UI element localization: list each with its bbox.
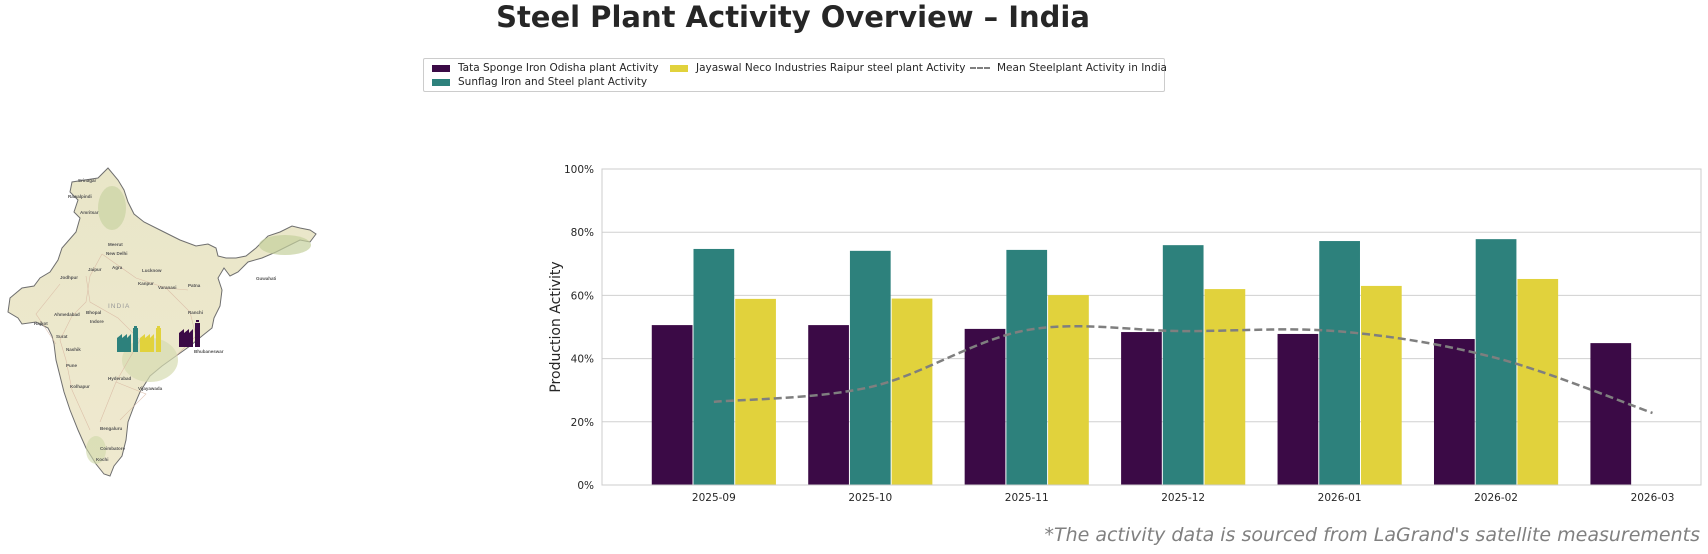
- bar-tata-2026-02: [1433, 339, 1475, 485]
- legend-label-sunflag: Sunflag Iron and Steel plant Activity: [458, 76, 648, 88]
- svg-text:Patna: Patna: [188, 283, 201, 288]
- factory-icon-sunflag: [117, 326, 138, 352]
- bar-tata-2025-09: [651, 325, 693, 485]
- svg-text:New Delhi: New Delhi: [106, 251, 128, 256]
- country-label: INDIA: [108, 303, 130, 310]
- svg-text:Bhubaneswar: Bhubaneswar: [194, 349, 224, 354]
- terrain-shade: [98, 186, 126, 230]
- chart-title: Steel Plant Activity Overview – India: [496, 0, 1090, 34]
- svg-text:Meerut: Meerut: [108, 242, 123, 247]
- city-labels: Srinagar Rawalpindi Amritsar Meerut New …: [34, 178, 276, 462]
- legend: Tata Sponge Iron Odisha plant Activity S…: [423, 58, 1167, 92]
- svg-text:Jodhpur: Jodhpur: [60, 275, 78, 280]
- legend-label-jayaswal: Jayaswal Neco Industries Raipur steel pl…: [696, 62, 966, 74]
- svg-text:Coimbatore: Coimbatore: [100, 446, 126, 451]
- y-tick-label: 20%: [571, 417, 594, 429]
- svg-text:Bengaluru: Bengaluru: [100, 426, 123, 431]
- y-tick-label: 60%: [571, 290, 594, 302]
- bar-sunflag-2025-11: [1006, 249, 1048, 485]
- svg-text:Srinagar: Srinagar: [78, 178, 97, 183]
- svg-text:Lucknow: Lucknow: [142, 268, 162, 273]
- x-tick-label: 2026-02: [1474, 492, 1518, 504]
- svg-text:Guwahati: Guwahati: [256, 276, 276, 281]
- x-tick-label: 2026-03: [1631, 492, 1675, 504]
- bar-sunflag-2025-09: [693, 248, 735, 485]
- bar-jayaswal-2025-10: [891, 298, 933, 485]
- bar-tata-2025-10: [808, 325, 849, 485]
- y-tick-label: 0%: [577, 480, 594, 492]
- legend-label-tata: Tata Sponge Iron Odisha plant Activity: [458, 62, 659, 74]
- bar-tata-2026-01: [1277, 333, 1319, 485]
- bar-sunflag-2026-01: [1319, 241, 1360, 485]
- x-tick-label: 2025-12: [1161, 492, 1205, 504]
- bar-tata-2026-03: [1590, 343, 1632, 485]
- factory-icon-jayaswal: [140, 326, 161, 352]
- svg-text:Indore: Indore: [90, 319, 104, 324]
- svg-text:Hyderabad: Hyderabad: [108, 376, 132, 381]
- svg-text:Rajkot: Rajkot: [34, 321, 48, 326]
- x-tick-label: 2025-10: [848, 492, 892, 504]
- bar-sunflag-2025-12: [1162, 245, 1204, 485]
- y-axis-label: Production Activity: [548, 261, 564, 392]
- legend-item-jayaswal: Jayaswal Neco Industries Raipur steel pl…: [670, 62, 965, 74]
- legend-item-mean: Mean Steelplant Activity in India: [970, 62, 1167, 74]
- legend-swatch-tata: [432, 64, 450, 72]
- bar-jayaswal-2025-11: [1048, 295, 1089, 485]
- svg-text:Vijayawada: Vijayawada: [138, 386, 163, 391]
- legend-swatch-jayaswal: [670, 64, 688, 72]
- svg-text:Ranchi: Ranchi: [188, 310, 203, 315]
- plot-frame: [601, 168, 1702, 486]
- bar-tata-2025-12: [1121, 332, 1162, 485]
- y-tick-label: 40%: [571, 354, 594, 366]
- svg-text:Kanpur: Kanpur: [138, 281, 154, 286]
- footnote: *The activity data is sourced from LaGra…: [1044, 524, 1700, 546]
- x-tick-label: 2025-09: [692, 492, 736, 504]
- svg-text:Pune: Pune: [66, 363, 77, 368]
- svg-text:Nashik: Nashik: [66, 347, 81, 352]
- bar-sunflag-2025-10: [849, 250, 891, 485]
- svg-text:Kolhapur: Kolhapur: [70, 384, 90, 389]
- terrain-shade: [259, 235, 311, 255]
- legend-label-mean: Mean Steelplant Activity in India: [997, 62, 1167, 74]
- svg-text:Jaipur: Jaipur: [88, 267, 102, 272]
- bar-jayaswal-2026-02: [1517, 278, 1559, 485]
- bar-tata-2025-11: [964, 328, 1006, 485]
- legend-swatch-sunflag: [432, 78, 450, 86]
- bar-jayaswal-2025-09: [735, 298, 776, 485]
- svg-text:Kochi: Kochi: [96, 457, 109, 462]
- svg-text:Bhopal: Bhopal: [86, 310, 101, 315]
- svg-text:Agra: Agra: [112, 265, 123, 270]
- factory-icon-tata: [179, 320, 200, 347]
- svg-text:Varanasi: Varanasi: [158, 285, 177, 290]
- legend-dash-mean: [970, 67, 990, 69]
- road-network: [35, 253, 197, 431]
- legend-item-sunflag: Sunflag Iron and Steel plant Activity: [432, 76, 647, 88]
- x-tick-label: 2025-11: [1005, 492, 1049, 504]
- y-tick-label: 80%: [571, 227, 594, 239]
- bar-jayaswal-2025-12: [1204, 289, 1246, 485]
- svg-text:Rawalpindi: Rawalpindi: [68, 194, 92, 199]
- svg-text:Amritsar: Amritsar: [80, 210, 99, 215]
- svg-text:Ahmedabad: Ahmedabad: [54, 312, 80, 317]
- terrain-shade: [86, 436, 106, 464]
- legend-item-tata: Tata Sponge Iron Odisha plant Activity: [432, 62, 659, 74]
- india-map: Srinagar Rawalpindi Amritsar Meerut New …: [7, 167, 317, 477]
- svg-text:Surat: Surat: [56, 334, 68, 339]
- bar-jayaswal-2026-01: [1360, 285, 1402, 485]
- x-tick-label: 2026-01: [1318, 492, 1362, 504]
- y-tick-label: 100%: [564, 164, 594, 176]
- mean-activity-line: [713, 324, 1653, 415]
